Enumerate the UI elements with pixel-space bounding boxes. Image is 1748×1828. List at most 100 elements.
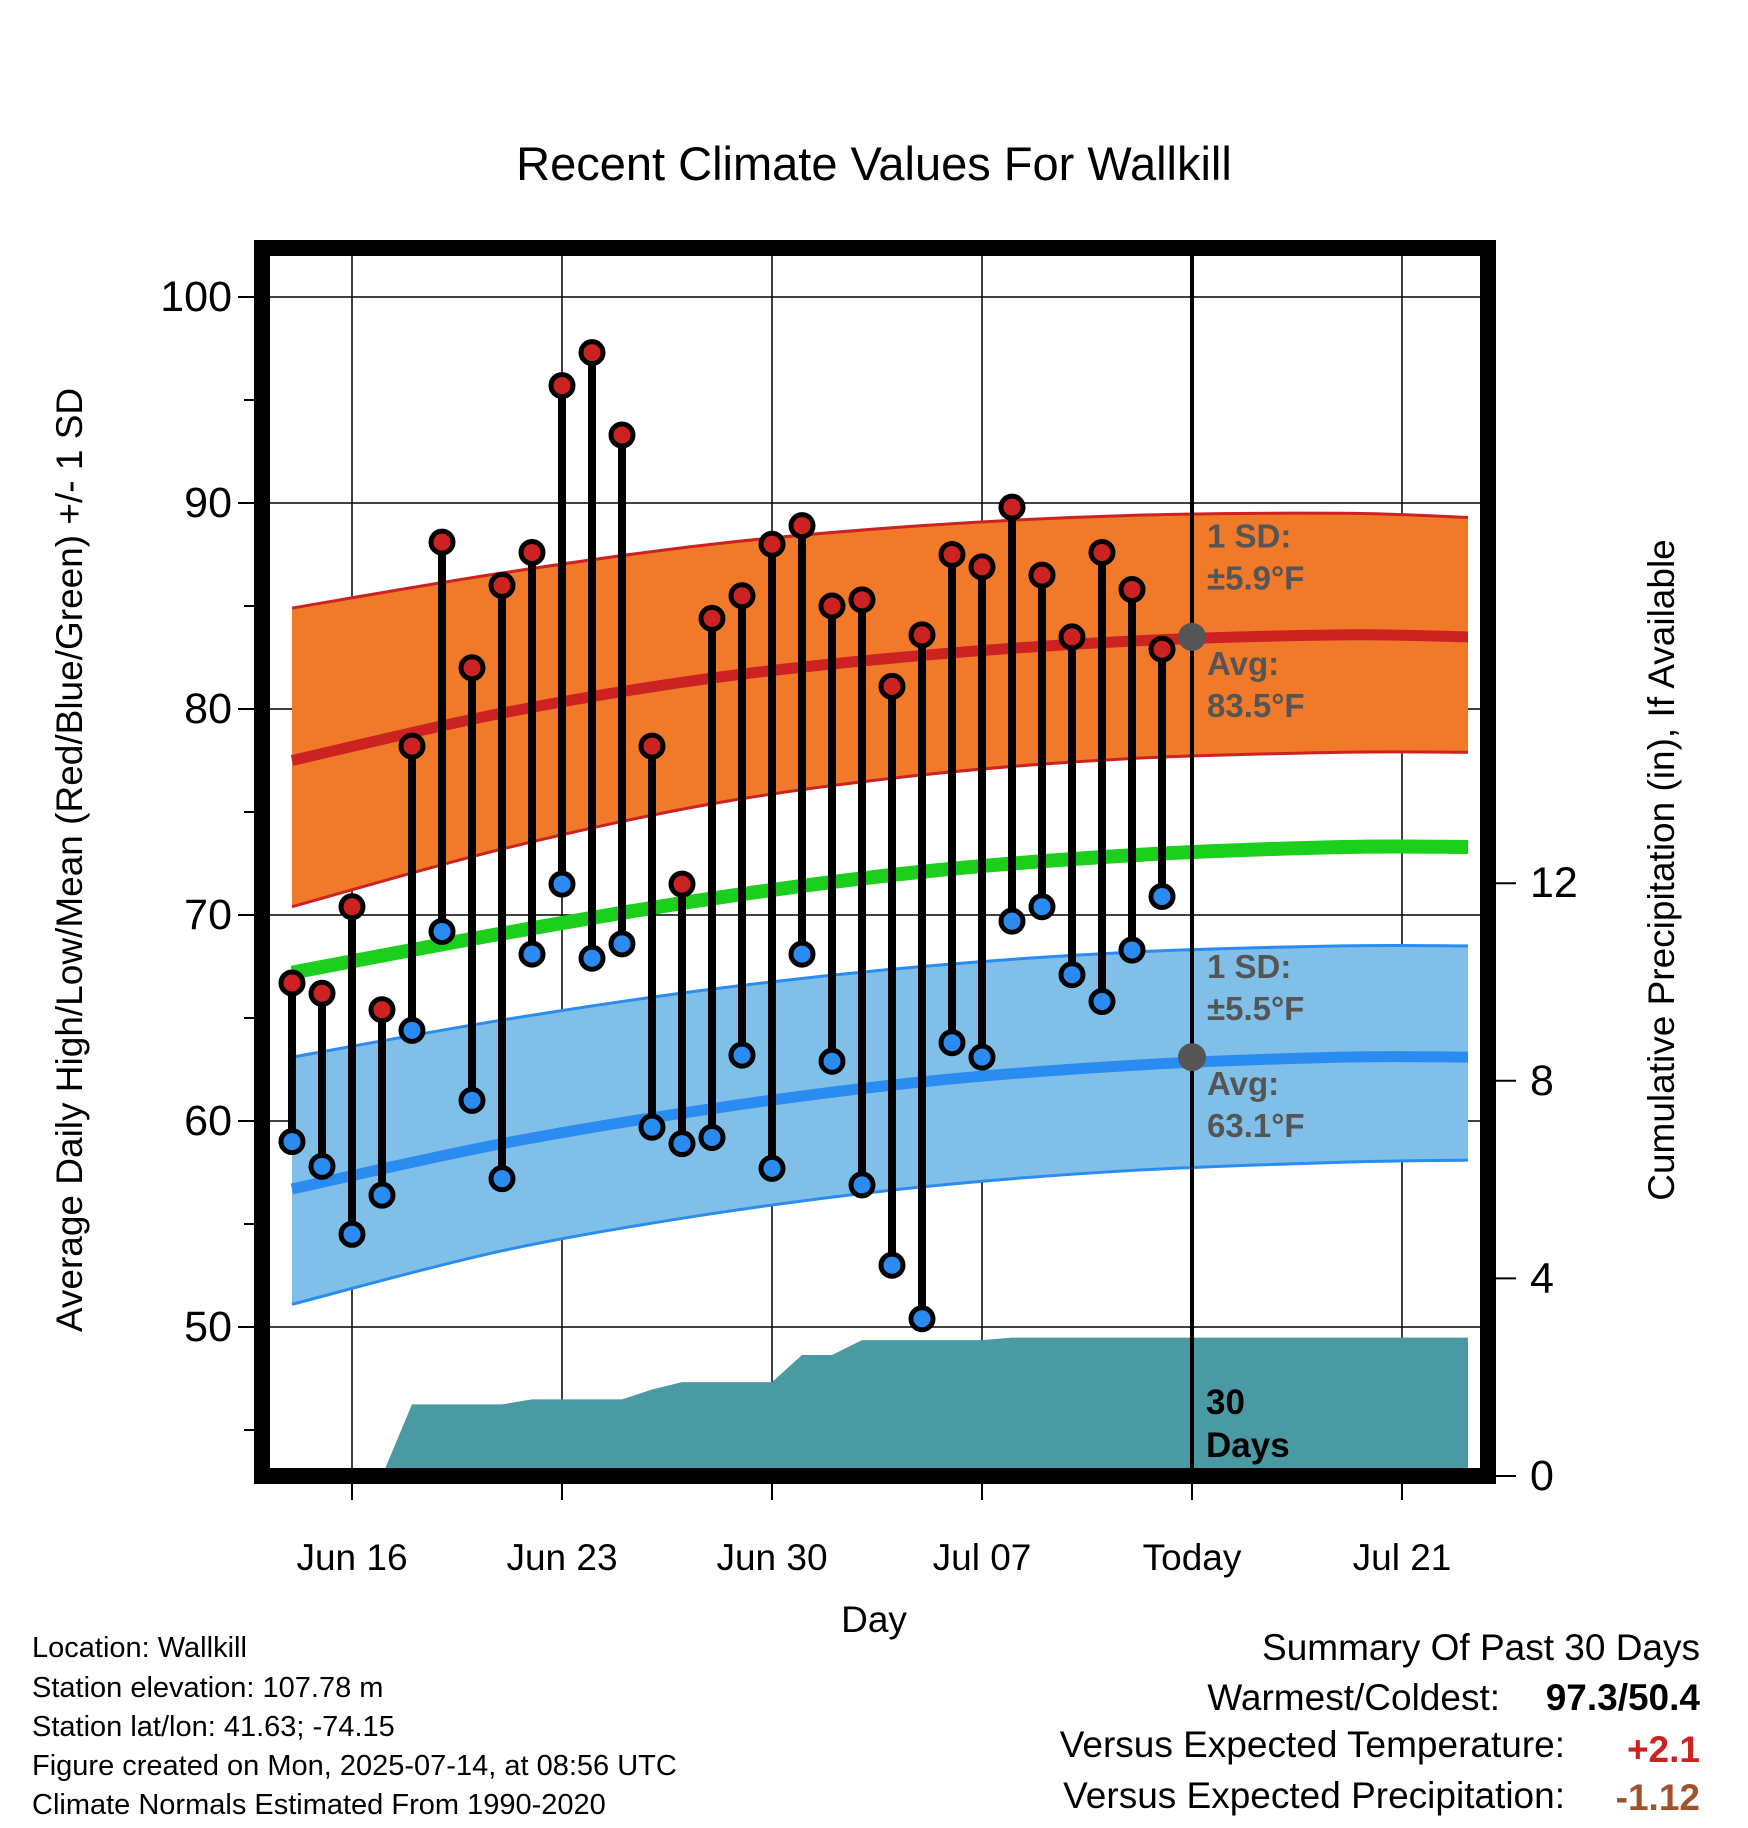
daily-low-point — [758, 1154, 786, 1182]
low-sd-lower-line — [291, 1158, 1469, 1306]
daily-high-point — [458, 654, 486, 682]
daily-low-point — [638, 1113, 666, 1141]
daily-low-point — [548, 870, 576, 898]
summary-panel: Summary Of Past 30 Days Warmest/Coldest:… — [1060, 1627, 1701, 1818]
daily-low-point — [458, 1086, 486, 1114]
daily-low-point — [608, 930, 636, 958]
daily-low-point — [1058, 961, 1086, 989]
daily-low-point — [1088, 988, 1116, 1016]
daily-low-point — [308, 1152, 336, 1180]
daily-low-point — [578, 944, 606, 972]
daily-low-point — [1028, 893, 1056, 921]
high-sd-band — [292, 513, 1468, 907]
summary-warm-cold-label: Warmest/Coldest: — [1207, 1677, 1500, 1718]
summary-precip-label: Versus Expected Precipitation: — [1063, 1775, 1565, 1816]
y2-tick-label: 12 — [1530, 859, 1578, 907]
meta-location: Location: Wallkill — [32, 1632, 247, 1664]
x-tick-label: Jun 23 — [506, 1537, 617, 1578]
daily-high-point — [848, 586, 876, 614]
daily-low-point — [968, 1043, 996, 1071]
daily-values — [278, 339, 1176, 1333]
y2-tick-label: 4 — [1530, 1254, 1554, 1302]
daily-high-point — [698, 604, 726, 632]
daily-high-point — [1088, 538, 1116, 566]
daily-high-point — [728, 582, 756, 610]
meta-normals: Climate Normals Estimated From 1990-2020 — [32, 1789, 606, 1821]
today-avg-value: 63.1°F — [1207, 1107, 1305, 1144]
daily-high-point — [638, 732, 666, 760]
daily-high-point — [1028, 561, 1056, 589]
today-sd-label: 1 SD: — [1207, 948, 1291, 985]
plot-border — [254, 240, 1496, 1484]
daily-high-point — [788, 512, 816, 540]
y2-axis-label: Cumulative Precipitation (in), If Availa… — [1641, 539, 1682, 1201]
daily-low-point — [938, 1029, 966, 1057]
today-markers: 1 SD: ±5.9°F Avg: 83.5°F 1 SD: ±5.5°F Avg: 63.1… — [1178, 248, 1305, 1476]
today-avg-label: Avg: — [1207, 645, 1279, 682]
today-avg-value: 83.5°F — [1207, 687, 1305, 724]
today-avg-label: Avg: — [1207, 1065, 1279, 1102]
daily-high-point — [608, 421, 636, 449]
period-label: Days — [1206, 1426, 1290, 1465]
daily-high-point — [578, 339, 606, 367]
daily-high-point — [428, 528, 456, 556]
daily-low-point — [908, 1305, 936, 1333]
axes: 50 60 70 80 90 100 0 4 8 12 Jun 16 Jun 23 Jun 30 Jul … — [160, 273, 1578, 1578]
daily-low-point — [488, 1165, 516, 1193]
daily-low-point — [698, 1123, 726, 1151]
daily-high-point — [488, 571, 516, 599]
y-tick-label: 50 — [184, 1303, 232, 1351]
today-sd-value: ±5.5°F — [1207, 990, 1304, 1027]
period-label: 30 — [1206, 1383, 1245, 1422]
daily-low-point — [878, 1251, 906, 1279]
daily-low-point — [278, 1128, 306, 1156]
summary-title: Summary Of Past 30 Days — [1262, 1627, 1700, 1668]
daily-high-point — [1118, 576, 1146, 604]
daily-low-point — [398, 1016, 426, 1044]
daily-high-point — [398, 732, 426, 760]
station-metadata: Location: Wallkill Station elevation: 10… — [32, 1632, 677, 1821]
daily-low-point — [428, 917, 456, 945]
today-avg-marker — [1178, 622, 1206, 651]
meta-elevation: Station elevation: 107.78 m — [32, 1672, 383, 1704]
x-tick-label: Jul 07 — [933, 1537, 1032, 1578]
meta-latlon: Station lat/lon: 41.63; -74.15 — [32, 1711, 395, 1743]
x-axis-label: Day — [841, 1599, 907, 1640]
precip-area — [292, 1337, 1468, 1476]
daily-high-point — [368, 996, 396, 1024]
daily-high-point — [1058, 623, 1086, 651]
daily-low-point — [668, 1130, 696, 1158]
plot-frame — [254, 240, 1496, 1484]
daily-high-point — [998, 493, 1026, 521]
low-sd-band — [292, 945, 1468, 1305]
x-tick-label: Jun 16 — [296, 1537, 407, 1578]
today-avg-marker — [1178, 1043, 1206, 1072]
x-tick-label: Today — [1143, 1537, 1242, 1578]
today-sd-value: ±5.9°F — [1207, 559, 1304, 596]
daily-high-point — [1148, 635, 1176, 663]
summary-warm-cold-value: 97.3/50.4 — [1546, 1677, 1701, 1718]
daily-high-point — [908, 621, 936, 649]
daily-high-point — [308, 979, 336, 1007]
daily-low-point — [338, 1220, 366, 1248]
daily-low-point — [998, 907, 1026, 935]
meta-created: Figure created on Mon, 2025-07-14, at 08… — [32, 1750, 677, 1782]
daily-high-point — [878, 672, 906, 700]
daily-high-point — [278, 969, 306, 997]
daily-low-point — [728, 1041, 756, 1069]
daily-high-point — [548, 372, 576, 400]
y-tick-label: 60 — [184, 1097, 232, 1145]
daily-low-point — [518, 940, 546, 968]
summary-precip-value: -1.12 — [1616, 1777, 1700, 1818]
chart-title: Recent Climate Values For Wallkill — [516, 137, 1232, 190]
daily-low-point — [788, 940, 816, 968]
precip-cumulative-area — [292, 1337, 1468, 1476]
daily-low-point — [848, 1171, 876, 1199]
today-sd-label: 1 SD: — [1207, 517, 1291, 554]
daily-high-point — [338, 893, 366, 921]
daily-high-point — [938, 541, 966, 568]
x-tick-label: Jun 30 — [716, 1537, 827, 1578]
summary-temp-label: Versus Expected Temperature: — [1060, 1724, 1565, 1765]
daily-low-point — [368, 1181, 396, 1209]
